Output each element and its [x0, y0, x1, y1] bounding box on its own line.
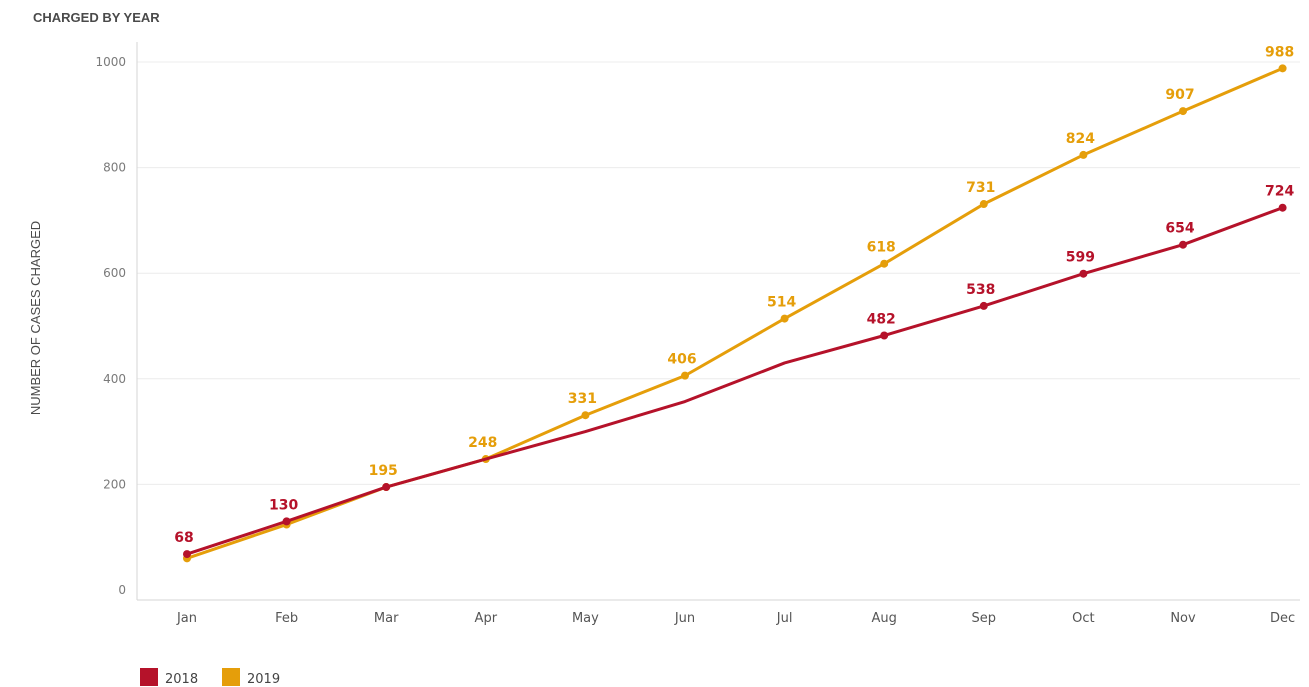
data-label-2019: 406: [667, 352, 696, 368]
y-tick-label: 1000: [95, 55, 126, 69]
legend[interactable]: 2018 2019: [140, 668, 280, 687]
data-point-2019[interactable]: [780, 314, 789, 323]
x-tick-label: Nov: [1170, 611, 1196, 626]
x-tick-label: Mar: [374, 611, 399, 626]
legend-swatch: [140, 668, 158, 686]
data-label-2019: 618: [867, 240, 896, 256]
data-label-2018: 130: [269, 497, 298, 513]
x-tick-label: Jun: [674, 611, 695, 626]
data-point-2019[interactable]: [681, 371, 689, 380]
x-tick-label: Dec: [1270, 611, 1295, 626]
data-label-2019: 824: [1066, 131, 1095, 147]
data-label-2019: 907: [1165, 87, 1194, 103]
x-tick-label: Jan: [176, 611, 197, 626]
x-tick-label: Oct: [1072, 611, 1094, 626]
data-label-2018: 68: [174, 530, 193, 546]
legend-item-2019[interactable]: 2019: [222, 668, 280, 687]
data-label-2019: 731: [966, 180, 995, 196]
data-point-2019[interactable]: [1079, 150, 1088, 159]
data-point-2019[interactable]: [581, 411, 590, 420]
data-point-2018[interactable]: [1079, 269, 1088, 278]
data-label-2019: 195: [369, 463, 398, 479]
y-tick-label: 600: [103, 266, 126, 280]
x-tick-label: May: [572, 611, 599, 626]
data-label-2019: 514: [767, 295, 796, 311]
y-axis-ticks: 0 200 400 600 800 1000: [95, 55, 126, 597]
legend-label: 2018: [165, 672, 198, 687]
y-tick-label: 800: [103, 161, 126, 175]
data-label-2019: 988: [1265, 44, 1294, 60]
x-tick-label: Aug: [872, 611, 897, 626]
data-label-2019: 331: [568, 391, 597, 407]
gridlines: [136, 42, 1300, 601]
data-point-2019[interactable]: [1179, 107, 1187, 116]
data-point-2018[interactable]: [382, 483, 391, 492]
data-labels: 195 248 331 406 514 618 731 824 907 988 68 130 482 53…: [174, 44, 1294, 546]
data-point-2019[interactable]: [1278, 64, 1287, 73]
data-point-2018[interactable]: [979, 301, 988, 310]
data-label-2018: 654: [1165, 221, 1194, 237]
x-axis-ticks: Jan Feb Mar Apr May Jun Jul Aug Sep Oct Nov Dec: [176, 611, 1295, 626]
data-point-2018[interactable]: [880, 331, 889, 340]
data-point-2019[interactable]: [880, 259, 889, 268]
data-point-2018[interactable]: [282, 517, 291, 526]
data-label-2018: 538: [966, 282, 995, 298]
chart-title: CHARGED BY YEAR: [33, 10, 160, 25]
data-label-2018: 482: [867, 312, 896, 328]
x-tick-label: Jul: [776, 611, 793, 626]
data-label-2018: 724: [1265, 184, 1294, 200]
y-axis-label: NUMBER OF CASES CHARGED: [28, 221, 43, 415]
data-label-2019: 248: [468, 435, 497, 451]
y-tick-label: 0: [118, 583, 126, 597]
series-lines: [183, 64, 1287, 563]
data-label-2018: 599: [1066, 250, 1095, 266]
legend-swatch: [222, 668, 240, 686]
x-tick-label: Apr: [475, 611, 498, 626]
x-tick-label: Feb: [275, 611, 298, 626]
x-tick-label: Sep: [972, 611, 997, 626]
data-point-2019[interactable]: [979, 200, 988, 209]
legend-label: 2019: [247, 672, 280, 687]
series-line-2018: [185, 206, 1285, 556]
data-point-2018[interactable]: [1278, 203, 1287, 212]
legend-item-2018[interactable]: 2018: [140, 668, 198, 687]
y-tick-label: 200: [103, 477, 126, 491]
data-point-2018[interactable]: [183, 550, 191, 559]
data-point-2018[interactable]: [1179, 240, 1187, 249]
y-tick-label: 400: [103, 372, 126, 386]
